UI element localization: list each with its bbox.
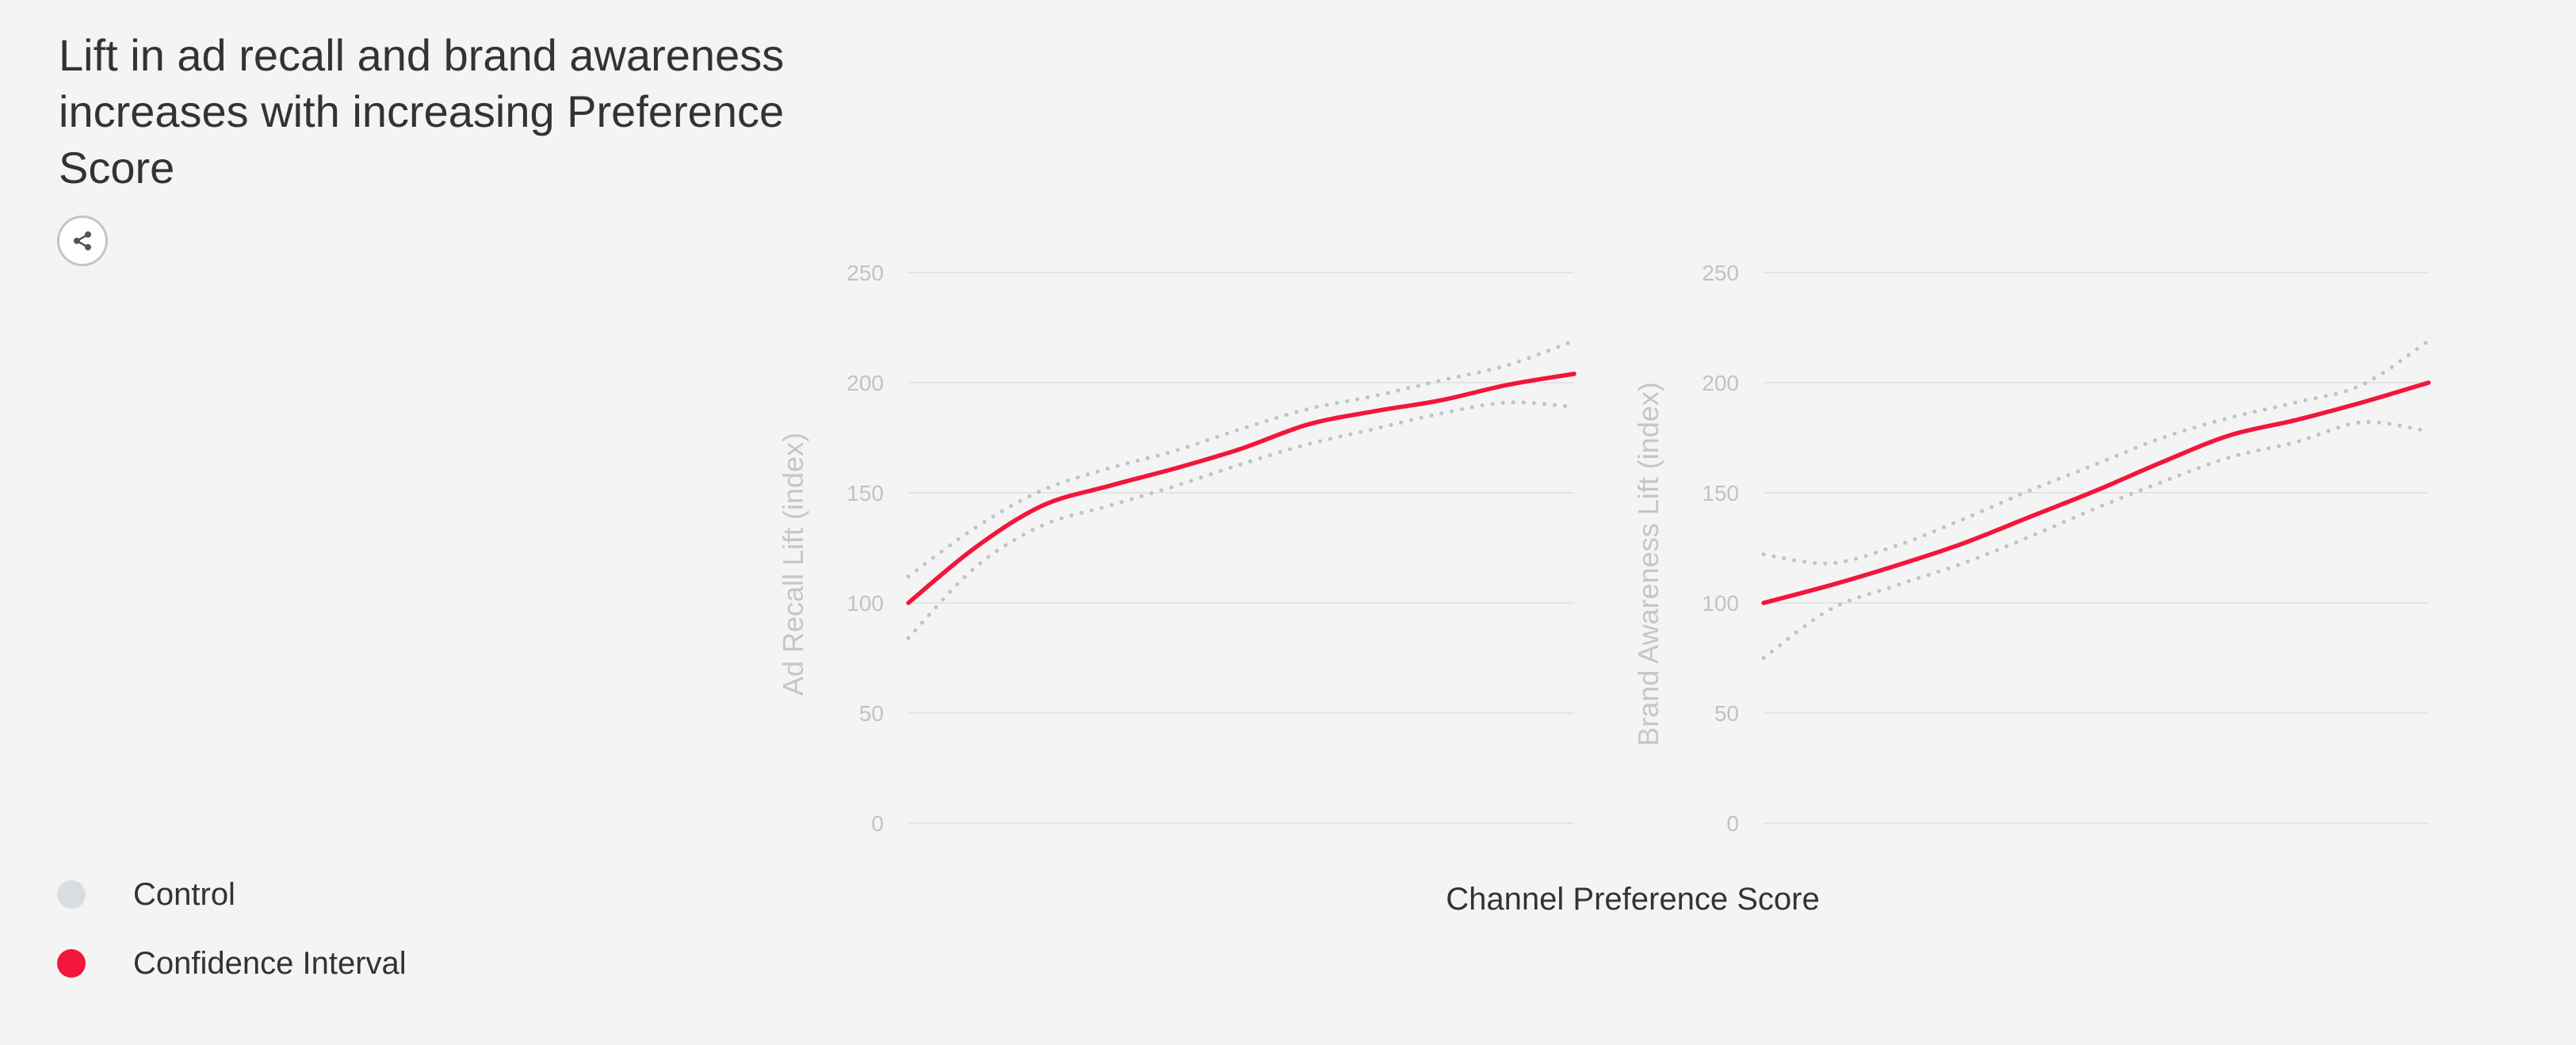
- series-line-upper: [906, 338, 1577, 579]
- series-line-main: [1761, 380, 2431, 605]
- y-tick-label: 50: [859, 701, 884, 726]
- series-line-main: [906, 372, 1577, 605]
- legend-label-control: Control: [133, 876, 235, 912]
- x-axis-title: Channel Preference Score: [1446, 882, 1820, 917]
- y-axis-title: Brand Awareness Lift (index): [1632, 382, 1664, 746]
- chart-panel-1: 0 50 100 150 200 250 Ad Recall Lift (index): [777, 261, 1577, 836]
- y-tick-label: 250: [1702, 261, 1739, 285]
- share-button[interactable]: [57, 215, 108, 266]
- y-tick-label: 200: [1702, 371, 1739, 395]
- y-axis-title: Ad Recall Lift (index): [777, 433, 809, 696]
- legend-item-control[interactable]: Control: [57, 871, 407, 917]
- legend-label-confidence-interval: Confidence Interval: [133, 945, 407, 981]
- y-tick-label: 150: [1702, 481, 1739, 505]
- y-tick-label: 0: [871, 811, 884, 836]
- y-tick-label: 250: [847, 261, 884, 285]
- y-tick-label: 100: [847, 591, 884, 616]
- legend: Control Confidence Interval: [57, 871, 407, 1009]
- chart-panel-2: 0 50 100 150 200 250 Brand Awareness Lift (ind…: [1632, 261, 2431, 836]
- legend-swatch-confidence-interval: [57, 949, 86, 978]
- y-tick-label: 150: [847, 481, 884, 505]
- series-line-upper: [1761, 338, 2431, 566]
- page-title: Lift in ad recall and brand awareness in…: [59, 30, 785, 193]
- y-tick-label: 100: [1702, 591, 1739, 616]
- y-tick-label: 0: [1726, 811, 1739, 836]
- y-tick-label: 200: [847, 371, 884, 395]
- series-line-lower: [906, 400, 1577, 640]
- y-tick-label: 50: [1714, 701, 1739, 726]
- legend-swatch-control: [57, 880, 86, 909]
- share-icon: [74, 231, 91, 250]
- series-line-lower: [1761, 420, 2431, 660]
- legend-item-confidence-interval[interactable]: Confidence Interval: [57, 940, 407, 986]
